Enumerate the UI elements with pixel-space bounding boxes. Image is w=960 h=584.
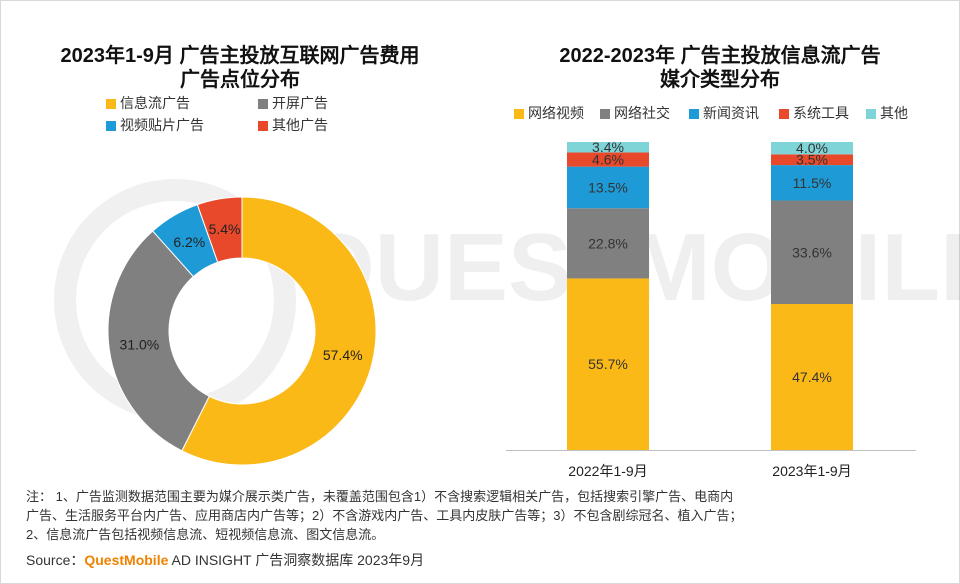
bar-value-label: 3.4%: [592, 139, 624, 155]
bar-legend-item: 网络社交: [600, 103, 670, 123]
x-tick-label: 2023年1-9月: [772, 463, 851, 479]
donut-chart: 57.4% 31.0% 6.2%5.4%: [107, 196, 377, 466]
bar-value-label: 11.5%: [793, 175, 832, 191]
bar-segment: [567, 152, 649, 167]
footnote-line1: 注： 1、广告监测数据范围主要为媒介展示类广告，未覆盖范围包含1）不含搜索逻辑相…: [26, 489, 734, 504]
legend-label: 信息流广告: [120, 95, 190, 111]
legend-swatch: [779, 109, 789, 119]
bar-value-label: 47.4%: [792, 369, 832, 385]
legend-swatch: [600, 109, 610, 119]
legend-label: 视频贴片广告: [120, 117, 204, 133]
bar-value-label: 3.5%: [796, 152, 828, 168]
pie-chart-title: 2023年1-9月 广告主投放互联网广告费用 广告点位分布: [20, 44, 460, 92]
legend-swatch: [866, 109, 876, 119]
bar-segment: [567, 208, 649, 279]
footnote: 注： 1、广告监测数据范围主要为媒介展示类广告，未覆盖范围包含1）不含搜索逻辑相…: [26, 487, 936, 544]
donut-slice-label: 5.4%: [209, 221, 241, 237]
bar-value-label: 22.8%: [588, 235, 628, 251]
donut-slice-label: 31.0%: [120, 337, 160, 353]
donut-slice: [181, 196, 377, 466]
legend-swatch: [514, 109, 524, 119]
bar-value-label: 55.7%: [588, 356, 628, 372]
bar-title-line2: 媒介类型分布: [660, 69, 780, 91]
donut-slice-label: 6.2%: [173, 234, 205, 250]
source-line: Source：QuestMobile AD INSIGHT 广告洞察数据库 20…: [26, 550, 424, 570]
donut-slice: [196, 196, 243, 263]
bar-segment: [771, 304, 853, 450]
bar-legend-item: 网络视频: [514, 103, 584, 123]
bar-value-label: 33.6%: [792, 244, 832, 260]
bar-value-label: 4.6%: [592, 152, 624, 168]
source-prefix: Source：: [26, 552, 85, 568]
legend-label: 其他: [880, 105, 908, 121]
x-tick-label: 2022年1-9月: [568, 463, 647, 479]
pie-legend-item: 视频贴片广告: [106, 115, 204, 135]
donut-slice-label: 57.4%: [323, 347, 363, 363]
bar-segment: [567, 142, 649, 153]
bar-chart-title: 2022-2023年 广告主投放信息流广告 媒介类型分布: [500, 44, 940, 92]
pie-title-line2: 广告点位分布: [180, 69, 300, 91]
bar-segment: [567, 166, 649, 209]
bar-title-line1: 2022-2023年 广告主投放信息流广告: [559, 45, 881, 67]
legend-swatch: [106, 121, 116, 131]
bar-segment: [771, 142, 853, 155]
footnote-line2: 广告、生活服务平台内广告、应用商店内广告等；2）不含游戏内广告、工具内皮肤广告等…: [26, 508, 743, 523]
bar-legend-item: 其他: [866, 103, 908, 123]
donut-slice: [107, 230, 210, 452]
legend-swatch: [689, 109, 699, 119]
source-brand: QuestMobile: [84, 552, 169, 568]
legend-label: 其他广告: [272, 117, 328, 133]
footnote-line3: 2、信息流广告包括视频信息流、短视频信息流、图文信息流。: [26, 527, 385, 542]
bar-segment: [771, 200, 853, 305]
bar-value-label: 13.5%: [588, 179, 628, 195]
pie-legend-item: 开屏广告: [258, 93, 328, 113]
pie-legend-item: 信息流广告: [106, 93, 190, 113]
bar-segment: [771, 165, 853, 201]
bar-value-label: 4.0%: [796, 140, 828, 156]
legend-label: 系统工具: [793, 105, 849, 121]
legend-swatch: [258, 121, 268, 131]
legend-label: 新闻资讯: [703, 105, 759, 121]
bar-legend-item: 系统工具: [779, 103, 849, 123]
pie-title-line1: 2023年1-9月 广告主投放互联网广告费用: [60, 45, 420, 67]
pie-legend-item: 其他广告: [258, 115, 328, 135]
stacked-bar-chart: 55.7% 22.8% 13.5% 4.6%3.4% 2022年1-9月 47.4% 33.…: [506, 139, 916, 479]
legend-label: 网络社交: [614, 105, 670, 121]
legend-swatch: [106, 99, 116, 109]
bar-legend-item: 新闻资讯: [689, 103, 759, 123]
source-rest: AD INSIGHT 广告洞察数据库 2023年9月: [168, 552, 425, 568]
bar-segment: [567, 278, 649, 450]
bar-segment: [771, 154, 853, 166]
legend-swatch: [258, 99, 268, 109]
legend-label: 网络视频: [528, 105, 584, 121]
legend-label: 开屏广告: [272, 95, 328, 111]
